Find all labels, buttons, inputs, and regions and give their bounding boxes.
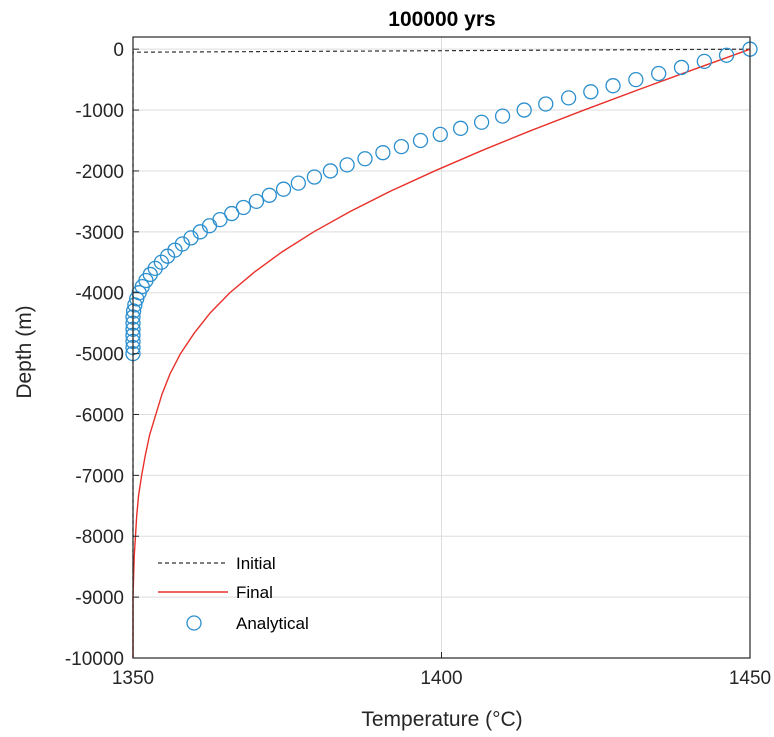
- legend: Initial Final Analytical: [158, 554, 309, 633]
- data-point-analytical: [538, 96, 554, 112]
- data-point-analytical: [516, 102, 532, 118]
- data-point-analytical: [306, 169, 323, 185]
- data-point-analytical: [560, 90, 577, 106]
- legend-label-final: Final: [236, 583, 273, 602]
- legend-label-analytical: Analytical: [236, 614, 309, 633]
- y-tick-label: -4000: [75, 284, 124, 305]
- data-point-analytical: [605, 78, 621, 94]
- x-axis-label: Temperature (°C): [361, 708, 522, 731]
- y-tick-label: 0: [113, 40, 124, 61]
- data-point-analytical: [473, 114, 490, 130]
- data-point-analytical: [339, 157, 355, 173]
- y-axis-label: Depth (m): [13, 305, 36, 398]
- data-point-analytical: [452, 120, 469, 136]
- data-point-analytical: [224, 205, 240, 222]
- data-point-analytical: [718, 47, 735, 63]
- data-point-analytical: [583, 84, 599, 100]
- data-point-analytical: [494, 108, 511, 124]
- data-point-analytical: [628, 71, 644, 88]
- data-point-analytical: [357, 151, 373, 167]
- tick-layer: 1350 1400 1450 0 -1000 -2000 -3000 -4000 -5000 -6…: [65, 40, 771, 689]
- y-tick-label: -7000: [75, 466, 124, 487]
- series-line-final: [132, 48, 751, 658]
- data-point-analytical: [235, 199, 252, 216]
- x-tick-label: 1450: [729, 668, 771, 689]
- y-tick-label: -8000: [75, 527, 124, 548]
- data-point-analytical: [696, 53, 712, 70]
- y-tick-label: -5000: [75, 345, 124, 366]
- y-tick-label: -9000: [75, 588, 124, 609]
- y-tick-label: -6000: [75, 405, 124, 426]
- data-point-analytical: [127, 297, 143, 313]
- y-tick-label: -3000: [75, 223, 124, 244]
- data-point-analytical: [393, 138, 410, 155]
- data-point-analytical: [412, 132, 429, 149]
- data-point-analytical: [159, 248, 176, 264]
- y-tick-label: -10000: [65, 649, 124, 670]
- data-point-analytical: [432, 126, 448, 143]
- y-tick-label: -1000: [75, 101, 124, 122]
- data-point-analytical: [673, 59, 690, 76]
- data-point-analytical: [375, 145, 391, 161]
- data-point-analytical: [322, 163, 339, 179]
- data-point-analytical: [129, 291, 145, 307]
- chart-title: 100000 yrs: [388, 8, 495, 31]
- data-point-analytical: [651, 65, 667, 82]
- data-point-analytical: [248, 193, 265, 210]
- data-point-analytical: [153, 254, 170, 270]
- x-tick-label: 1400: [420, 668, 462, 689]
- x-tick-label: 1350: [112, 668, 154, 689]
- legend-swatch-analytical: [186, 615, 202, 631]
- legend-label-initial: Initial: [236, 554, 276, 573]
- data-point-analytical: [275, 181, 292, 197]
- y-tick-label: -2000: [75, 162, 124, 183]
- data-point-analytical: [290, 175, 307, 191]
- data-point-analytical: [261, 187, 278, 203]
- data-point-analytical: [125, 303, 142, 319]
- data-point-analytical: [183, 230, 199, 246]
